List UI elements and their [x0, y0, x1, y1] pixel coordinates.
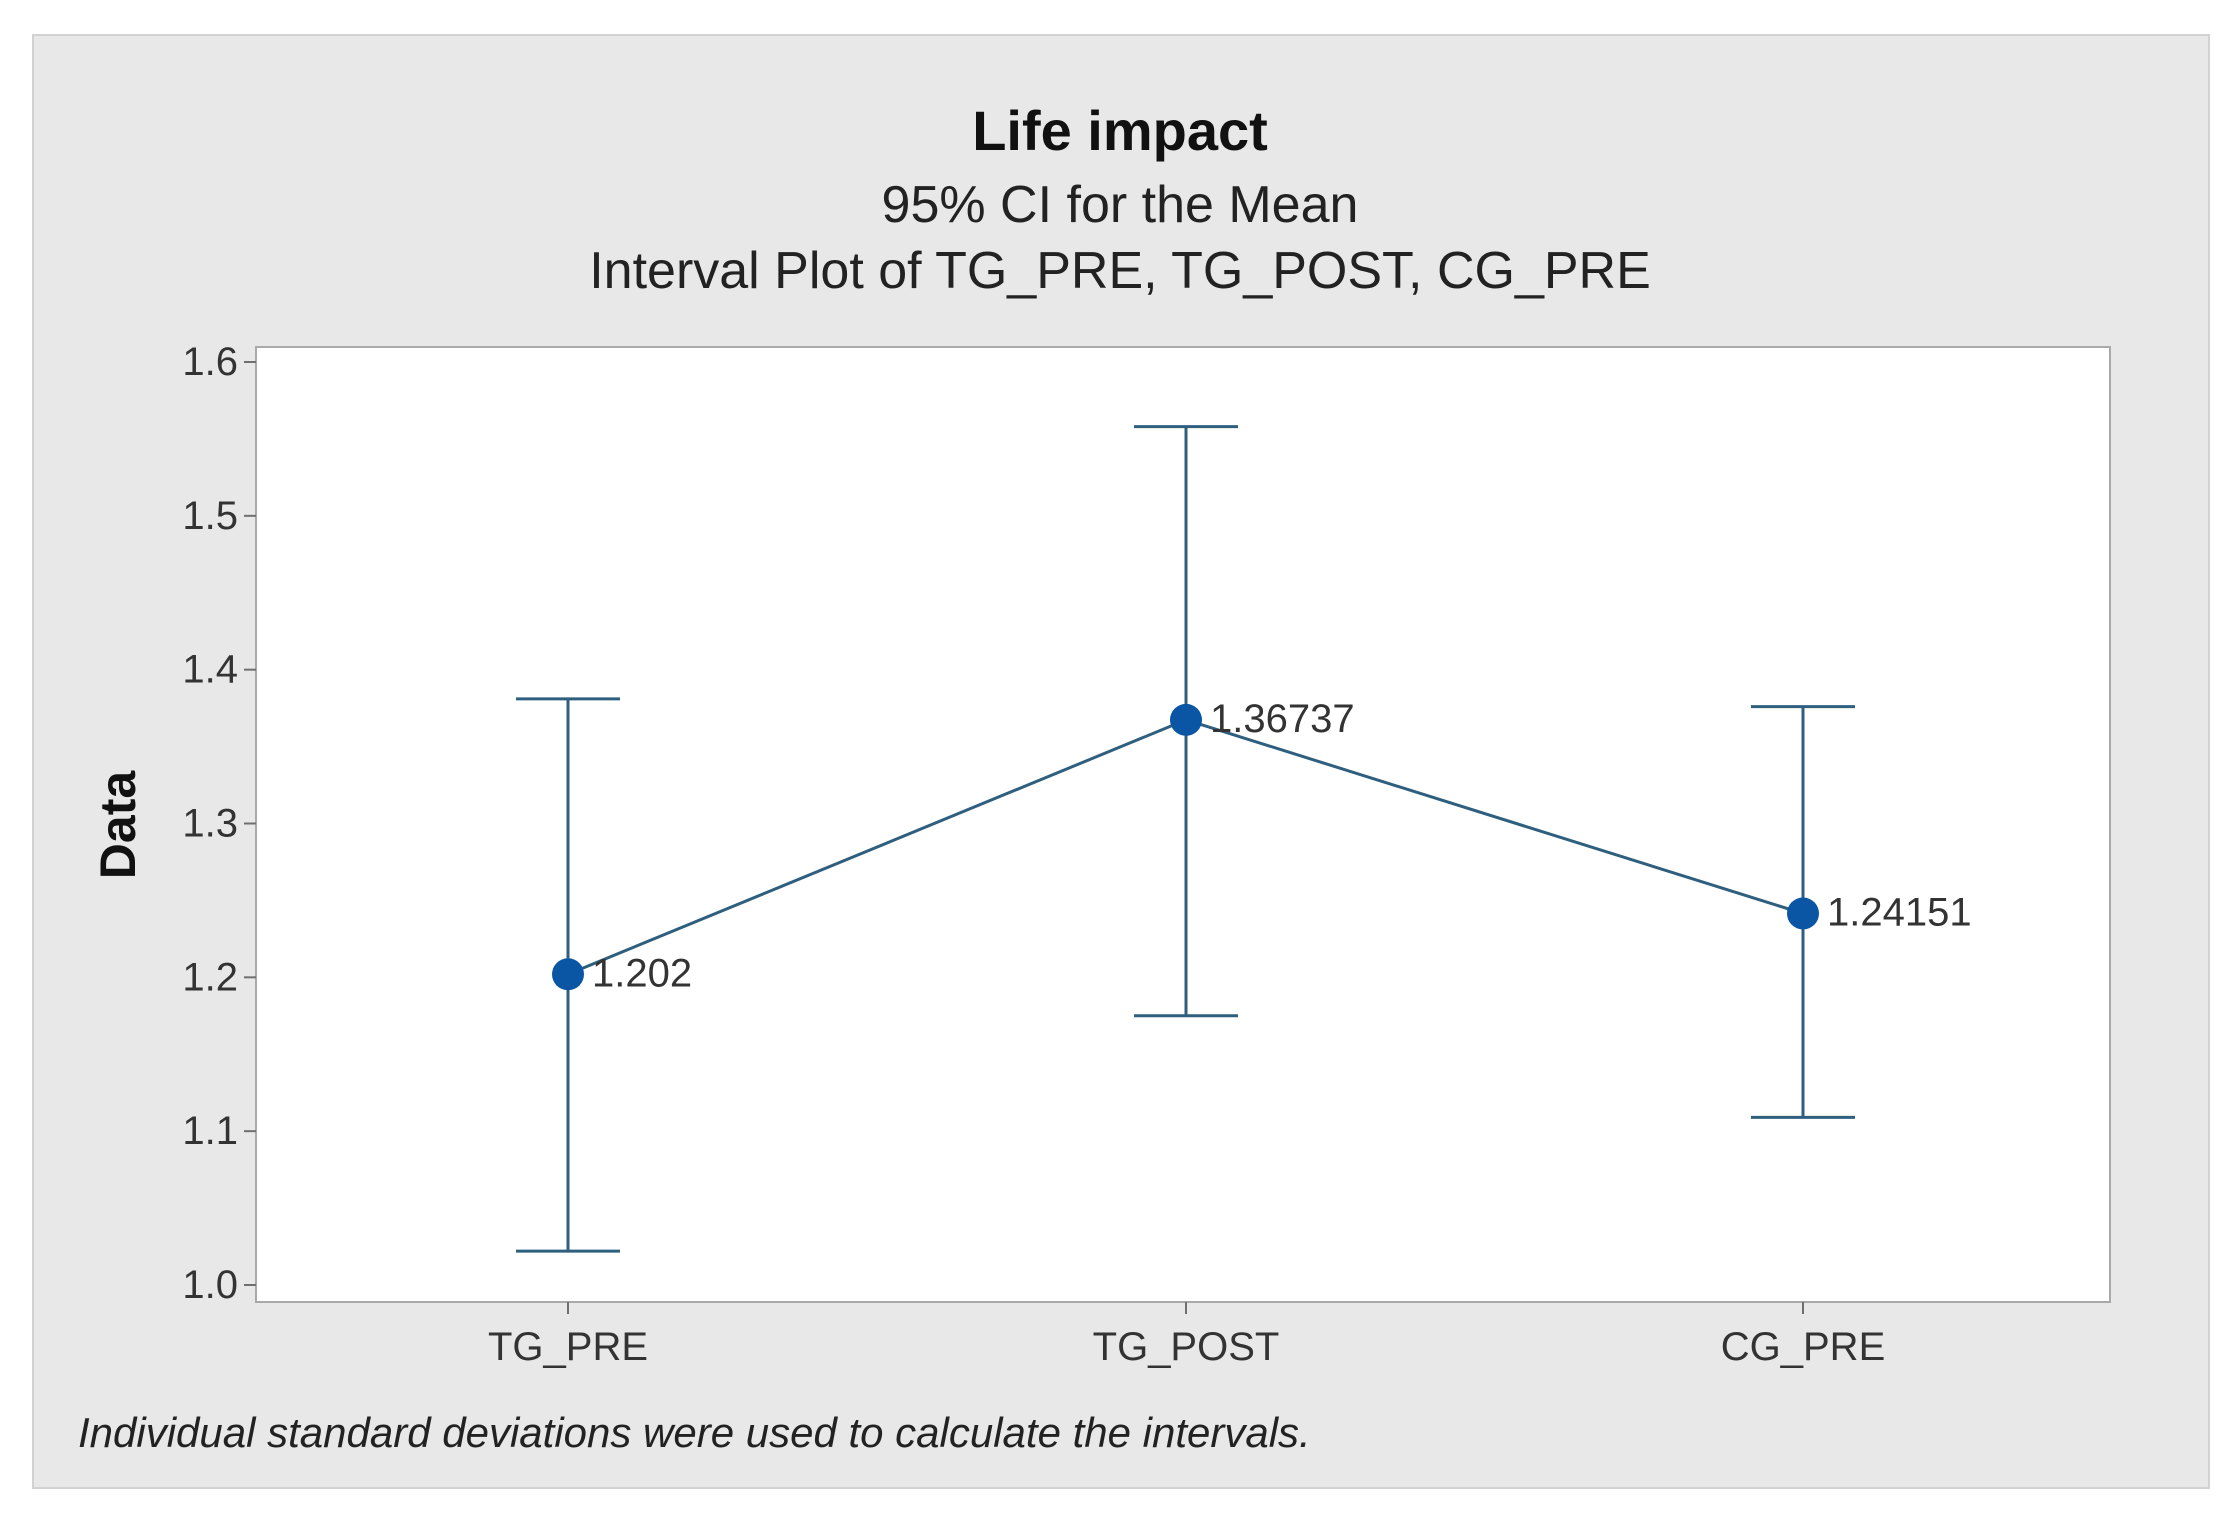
x-axis: TG_PRE TG_POST CG_PRE	[488, 1302, 1885, 1369]
y-axis: 1.0 1.1 1.2 1.3 1.4 1.5 1.6	[182, 340, 256, 1307]
y-tick-label: 1.0	[182, 1263, 238, 1307]
x-tick-label: CG_PRE	[1721, 1325, 1886, 1369]
chart-title: Life impact	[972, 99, 1268, 162]
mean-value-label: 1.202	[592, 951, 692, 995]
y-tick-label: 1.4	[182, 648, 238, 692]
y-tick-label: 1.6	[182, 340, 238, 384]
mean-labels: 1.202 1.36737 1.24151	[592, 697, 1972, 995]
mean-markers	[552, 703, 1819, 991]
chart-subtitle-plot: Interval Plot of TG_PRE, TG_POST, CG_PRE	[589, 242, 1651, 300]
plot-area	[255, 346, 2111, 1303]
chart-footnote: Individual standard deviations were used…	[78, 1409, 1311, 1456]
y-axis-label: Data	[90, 770, 146, 880]
mean-value-label: 1.36737	[1210, 697, 1355, 741]
mean-marker	[1170, 703, 1202, 736]
mean-marker	[1787, 897, 1819, 930]
y-tick-label: 1.2	[182, 955, 238, 999]
mean-marker	[552, 958, 584, 991]
mean-value-label: 1.24151	[1827, 890, 1972, 934]
x-tick-label: TG_POST	[1093, 1325, 1280, 1369]
y-tick-label: 1.3	[182, 802, 238, 846]
chart-subtitle-ci: 95% CI for the Mean	[882, 176, 1359, 234]
y-tick-label: 1.1	[182, 1109, 238, 1153]
y-tick-label: 1.5	[182, 494, 238, 538]
x-tick-label: TG_PRE	[488, 1325, 648, 1369]
